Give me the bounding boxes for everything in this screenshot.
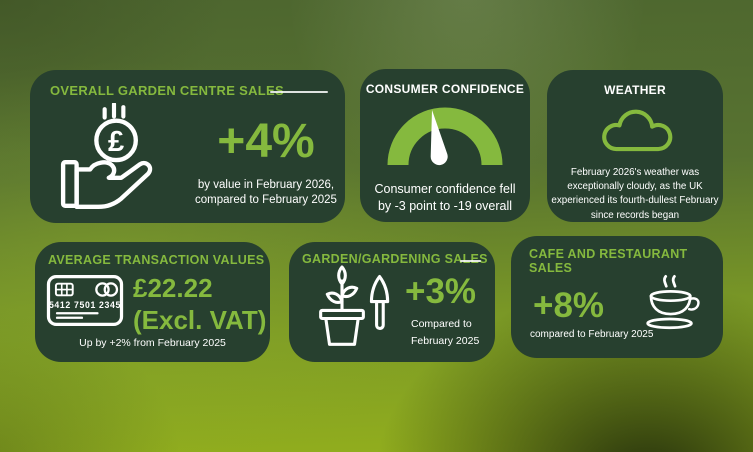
credit-card-icon: 5412 7501 2345 <box>46 274 124 327</box>
average-transaction-value: £22.22 (Excl. VAT) <box>133 273 267 335</box>
card-weather: WEATHER February 2026's weather was exce… <box>547 70 723 222</box>
card-title: GARDEN/GARDENING SALES <box>302 252 488 266</box>
gauge-icon <box>387 107 503 166</box>
card-overall-garden-centre-sales: OVERALL GARDEN CENTRE SALES £ +4% by val… <box>30 70 345 223</box>
card-title: OVERALL GARDEN CENTRE SALES <box>50 83 284 98</box>
cafe-sales-caption: compared to February 2025 <box>530 329 654 340</box>
card-title: CAFE AND RESTAURANT SALES <box>529 247 688 275</box>
card-cafe-restaurant-sales: CAFE AND RESTAURANT SALES +8% compared t… <box>511 236 723 358</box>
overall-sales-value: +4% <box>217 115 315 168</box>
card-title: CONSUMER CONFIDENCE <box>365 82 525 96</box>
average-transaction-caption: Up by +2% from February 2025 <box>79 337 226 349</box>
cafe-sales-value: +8% <box>533 286 605 325</box>
card-number: 5412 7501 2345 <box>49 300 121 310</box>
garden-sales-caption: Compared to February 2025 <box>411 318 480 347</box>
overall-sales-caption: by value in February 2026, compared to F… <box>195 179 337 207</box>
card-consumer-confidence: CONSUMER CONFIDENCE Consumer confidence … <box>360 69 530 222</box>
coffee-cup-icon <box>646 275 700 330</box>
consumer-confidence-caption: Consumer confidence fell by -3 point to … <box>374 182 516 213</box>
card-title: WEATHER <box>604 83 666 97</box>
weather-caption: February 2026's weather was exceptionall… <box>551 167 719 221</box>
plant-trowel-icon <box>319 265 390 346</box>
title-rule <box>460 260 481 262</box>
hand-coin-pound-icon: £ <box>60 103 153 210</box>
svg-text:£: £ <box>108 126 124 158</box>
card-average-transaction-values: AVERAGE TRANSACTION VALUES 5412 7501 234… <box>35 242 270 362</box>
card-title: AVERAGE TRANSACTION VALUES <box>48 253 265 267</box>
title-rule <box>270 91 328 93</box>
garden-sales-value: +3% <box>405 272 477 311</box>
card-garden-gardening-sales: GARDEN/GARDENING SALES +3% Compared to F… <box>289 242 495 362</box>
cloud-icon <box>602 109 673 152</box>
